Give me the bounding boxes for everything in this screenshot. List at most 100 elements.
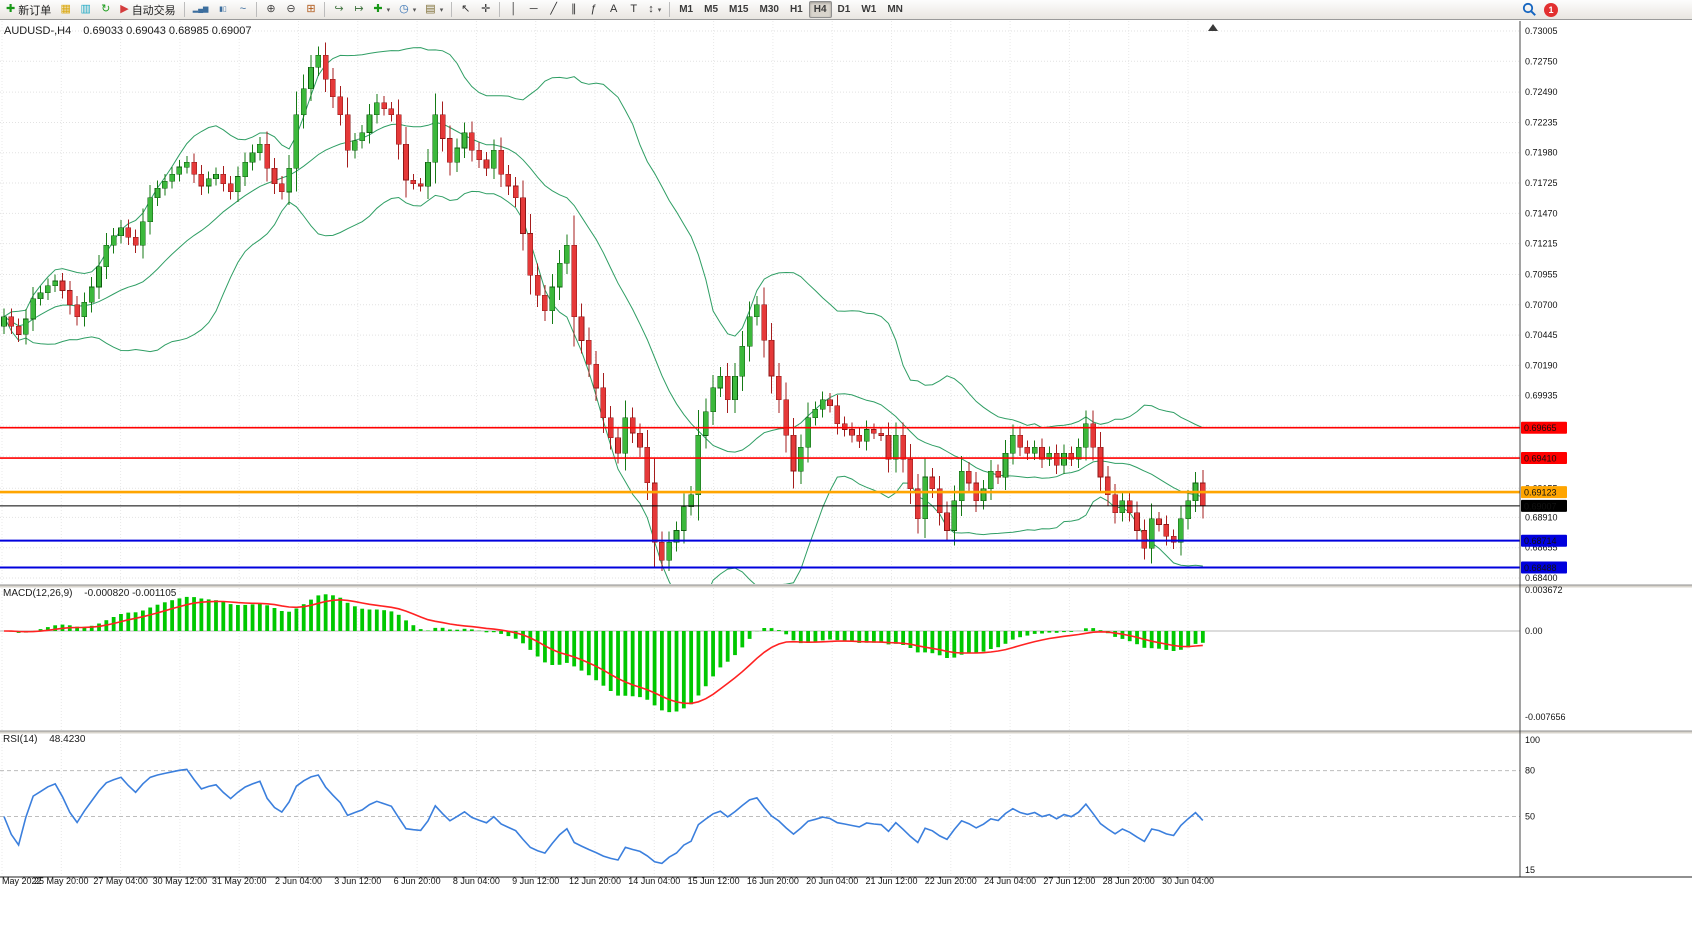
candle	[1, 316, 7, 327]
candle	[783, 399, 790, 436]
candle	[637, 432, 643, 448]
chart-candles-button[interactable]: ▮▯	[213, 1, 232, 18]
candle	[439, 114, 446, 139]
timeframe-m1-button[interactable]: M1	[674, 1, 698, 18]
candle	[724, 375, 731, 401]
candle	[103, 245, 110, 268]
price-axis[interactable]: 0.73005 0.72750 0.72490 0.72235 0.71980 0.717…	[1521, 26, 1567, 875]
candle	[1097, 446, 1104, 478]
candle	[1156, 518, 1162, 525]
trendline-icon: ╱	[550, 3, 558, 15]
new-order-button-label: 新订单	[18, 4, 52, 17]
auto-scroll-button[interactable]: ↪	[329, 1, 348, 18]
candle	[512, 185, 519, 199]
candle	[841, 423, 848, 430]
candle	[900, 435, 906, 460]
price-level-lines	[0, 426, 1520, 569]
price-axis-label: 0.68910	[1525, 512, 1558, 522]
notifications-badge[interactable]: 1	[1544, 2, 1558, 17]
trendline-button[interactable]: ╱	[544, 1, 563, 18]
candle	[790, 435, 797, 472]
arrows-button[interactable]: ↕ ▾	[644, 1, 665, 18]
chart-shift-button[interactable]: ↦	[349, 1, 368, 18]
macd-signal-line	[3, 598, 1203, 705]
cursor-button[interactable]: ↖	[456, 1, 475, 18]
candle	[1009, 435, 1016, 454]
candle	[81, 302, 88, 317]
periods-button[interactable]: ◷ ▾	[395, 1, 420, 18]
candle	[863, 429, 870, 442]
chart-bars-button[interactable]: ▂▄▆	[189, 1, 213, 18]
autotrading-icon: ▶	[120, 3, 129, 15]
horizontal-line-button[interactable]: ─	[524, 1, 543, 18]
candle	[461, 132, 468, 149]
timeframe-m15-button[interactable]: M15	[724, 1, 753, 18]
channel-button[interactable]: ∥	[564, 1, 583, 18]
search-icon[interactable]	[1522, 2, 1537, 17]
time-axis-label: 14 Jun 04:00	[628, 876, 680, 886]
candle	[447, 138, 453, 163]
indicators-button[interactable]: ✚ ▾	[369, 1, 394, 18]
candle	[622, 417, 629, 454]
toolbar-separator	[324, 2, 326, 17]
chart-plot-area[interactable]	[0, 21, 1520, 877]
price-chart[interactable]: 0.73005 0.72750 0.72490 0.72235 0.71980 0.717…	[0, 21, 1692, 939]
scroll-anchor-icon[interactable]	[1208, 24, 1218, 31]
text-label-button[interactable]: T	[624, 1, 643, 18]
timeframe-m30-button[interactable]: M30	[754, 1, 783, 18]
candle	[1017, 435, 1023, 448]
candle	[213, 173, 219, 180]
autotrading-button[interactable]: ▶ 自动交易	[116, 1, 179, 18]
new-order-button[interactable]: ✚ 新订单	[2, 1, 55, 18]
rsi-panel	[0, 768, 1520, 865]
candle	[235, 176, 241, 193]
candle	[907, 458, 914, 490]
fibonacci-button[interactable]: ƒ	[584, 1, 603, 18]
candle	[88, 286, 95, 303]
new-order-icon: ✚	[6, 3, 16, 15]
candle	[732, 375, 738, 401]
timeframe-w1-button[interactable]: W1	[856, 1, 881, 18]
crosshair-button[interactable]: ✛	[476, 1, 495, 18]
timeframe-h1-button[interactable]: H1	[785, 1, 808, 18]
candle	[673, 530, 680, 543]
navigator-button[interactable]: ↻	[96, 1, 115, 18]
timeframe-h4-button[interactable]: H4	[808, 1, 832, 18]
zoom-in-button[interactable]: ⊕	[261, 1, 280, 18]
zoom-out-button[interactable]: ⊖	[281, 1, 300, 18]
candle	[856, 435, 863, 442]
channel-icon: ∥	[570, 3, 577, 15]
candle	[1046, 452, 1053, 460]
market-watch-button[interactable]: ▦	[56, 1, 75, 18]
candlestick-series	[1, 42, 1206, 572]
timeframe-d1-button-label: D1	[837, 4, 851, 15]
timeframe-d1-button[interactable]: D1	[833, 1, 856, 18]
timeframe-mn-button[interactable]: MN	[882, 1, 908, 18]
market-watch-icon: ▦	[60, 3, 71, 15]
timeframe-m5-button[interactable]: M5	[699, 1, 723, 18]
candle	[476, 150, 482, 161]
candle	[227, 183, 234, 193]
candle	[958, 470, 965, 502]
chart-line-button[interactable]: ~	[233, 1, 252, 18]
candle	[45, 285, 51, 294]
candle	[746, 316, 753, 347]
macd-axis-label: -0.007656	[1525, 712, 1566, 722]
candle	[425, 162, 431, 187]
tile-windows-button[interactable]: ⊞	[301, 1, 320, 18]
templates-icon: ▤	[425, 3, 436, 15]
candle	[644, 446, 651, 484]
templates-button[interactable]: ▤ ▾	[421, 1, 447, 18]
price-badge-label: 0.69007	[1524, 501, 1557, 511]
text-button[interactable]: A	[604, 1, 623, 18]
text-label-icon: T	[630, 3, 638, 15]
data-window-button[interactable]: ▥	[76, 1, 95, 18]
candle	[176, 166, 183, 175]
candle	[651, 482, 658, 543]
vertical-line-button[interactable]: │	[504, 1, 523, 18]
candle	[205, 178, 212, 187]
candle	[929, 476, 936, 490]
candle	[330, 78, 336, 98]
candle	[373, 102, 380, 116]
